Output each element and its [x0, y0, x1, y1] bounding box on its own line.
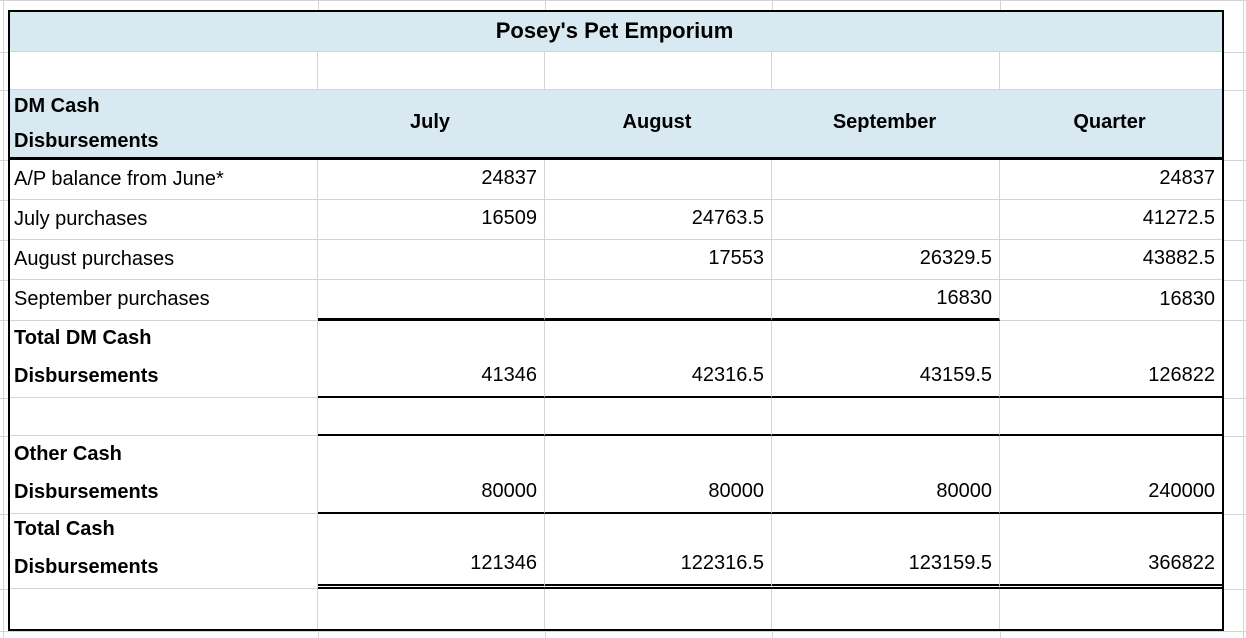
empty-cell[interactable] [1000, 589, 1222, 629]
value-cell[interactable] [545, 160, 772, 200]
row-label-total-dm[interactable]: Total DM Cash Disbursements [10, 321, 318, 398]
value-cell[interactable] [772, 160, 1000, 200]
value-cell[interactable]: 42316.5 [545, 321, 772, 398]
value-cell[interactable]: 126822 [1000, 321, 1222, 398]
empty-cell[interactable] [10, 589, 318, 629]
empty-cell[interactable] [772, 52, 1000, 90]
table-row-other-cash: Other Cash Disbursements 80000 80000 800… [10, 436, 1222, 514]
value-cell[interactable] [318, 240, 545, 280]
table-title-cell[interactable]: Posey's Pet Emporium [10, 12, 1222, 52]
value-cell[interactable] [545, 280, 772, 321]
value-cell[interactable]: 41346 [318, 321, 545, 398]
row-label-september-purchases[interactable]: September purchases [10, 280, 318, 321]
empty-cell[interactable] [1000, 398, 1222, 436]
col-header-july[interactable]: July [318, 90, 545, 160]
value-cell[interactable] [772, 200, 1000, 240]
spacer-row [10, 398, 1222, 436]
row-label-july-purchases[interactable]: July purchases [10, 200, 318, 240]
table-row-august-purchases: August purchases 17553 26329.5 43882.5 [10, 240, 1222, 280]
row-label-ap-balance[interactable]: A/P balance from June* [10, 160, 318, 200]
value-cell[interactable]: 24837 [318, 160, 545, 200]
header-row: DM Cash Disbursements July August Septem… [10, 90, 1222, 160]
table-row-total-cash: Total Cash Disbursements 121346 122316.5… [10, 514, 1222, 589]
gridline-vertical [3, 0, 4, 638]
row-label-total-cash[interactable]: Total Cash Disbursements [10, 514, 318, 589]
title-row: Posey's Pet Emporium [10, 12, 1222, 52]
empty-cell[interactable] [10, 52, 318, 90]
table-row-september-purchases: September purchases 16830 16830 [10, 280, 1222, 321]
table-row-ap-balance: A/P balance from June* 24837 24837 [10, 160, 1222, 200]
gridline-vertical [1243, 0, 1244, 638]
empty-cell[interactable] [318, 589, 545, 629]
value-cell[interactable]: 80000 [318, 436, 545, 514]
gridline-horizontal [0, 631, 1246, 632]
empty-cell[interactable] [318, 52, 545, 90]
empty-cell[interactable] [545, 398, 772, 436]
value-cell[interactable]: 80000 [545, 436, 772, 514]
value-cell[interactable]: 16830 [1000, 280, 1222, 321]
value-cell[interactable]: 24763.5 [545, 200, 772, 240]
value-cell[interactable]: 26329.5 [772, 240, 1000, 280]
row-label-august-purchases[interactable]: August purchases [10, 240, 318, 280]
value-cell[interactable]: 24837 [1000, 160, 1222, 200]
value-cell[interactable]: 41272.5 [1000, 200, 1222, 240]
spacer-row [10, 589, 1222, 629]
gridline-horizontal [0, 0, 1246, 1]
spacer-row [10, 52, 1222, 90]
col-header-quarter[interactable]: Quarter [1000, 90, 1222, 160]
value-cell[interactable]: 121346 [318, 514, 545, 589]
row-label-other-cash[interactable]: Other Cash Disbursements [10, 436, 318, 514]
empty-cell[interactable] [772, 398, 1000, 436]
col-header-dm-cash-disbursements[interactable]: DM Cash Disbursements [10, 90, 318, 160]
col-header-august[interactable]: August [545, 90, 772, 160]
empty-cell[interactable] [318, 398, 545, 436]
empty-cell[interactable] [772, 589, 1000, 629]
value-cell[interactable] [318, 280, 545, 321]
value-cell[interactable]: 16830 [772, 280, 1000, 321]
empty-cell[interactable] [10, 398, 318, 436]
empty-cell[interactable] [545, 589, 772, 629]
value-cell[interactable]: 43159.5 [772, 321, 1000, 398]
table-row-july-purchases: July purchases 16509 24763.5 41272.5 [10, 200, 1222, 240]
empty-cell[interactable] [1000, 52, 1222, 90]
value-cell[interactable]: 122316.5 [545, 514, 772, 589]
cash-disbursements-table: Posey's Pet Emporium DM Cash Disbursemen… [8, 10, 1224, 631]
value-cell[interactable]: 17553 [545, 240, 772, 280]
table-row-total-dm: Total DM Cash Disbursements 41346 42316.… [10, 321, 1222, 398]
empty-cell[interactable] [545, 52, 772, 90]
col-header-september[interactable]: September [772, 90, 1000, 160]
value-cell[interactable]: 80000 [772, 436, 1000, 514]
value-cell[interactable]: 240000 [1000, 436, 1222, 514]
value-cell[interactable]: 366822 [1000, 514, 1222, 589]
value-cell[interactable]: 43882.5 [1000, 240, 1222, 280]
value-cell[interactable]: 16509 [318, 200, 545, 240]
value-cell[interactable]: 123159.5 [772, 514, 1000, 589]
